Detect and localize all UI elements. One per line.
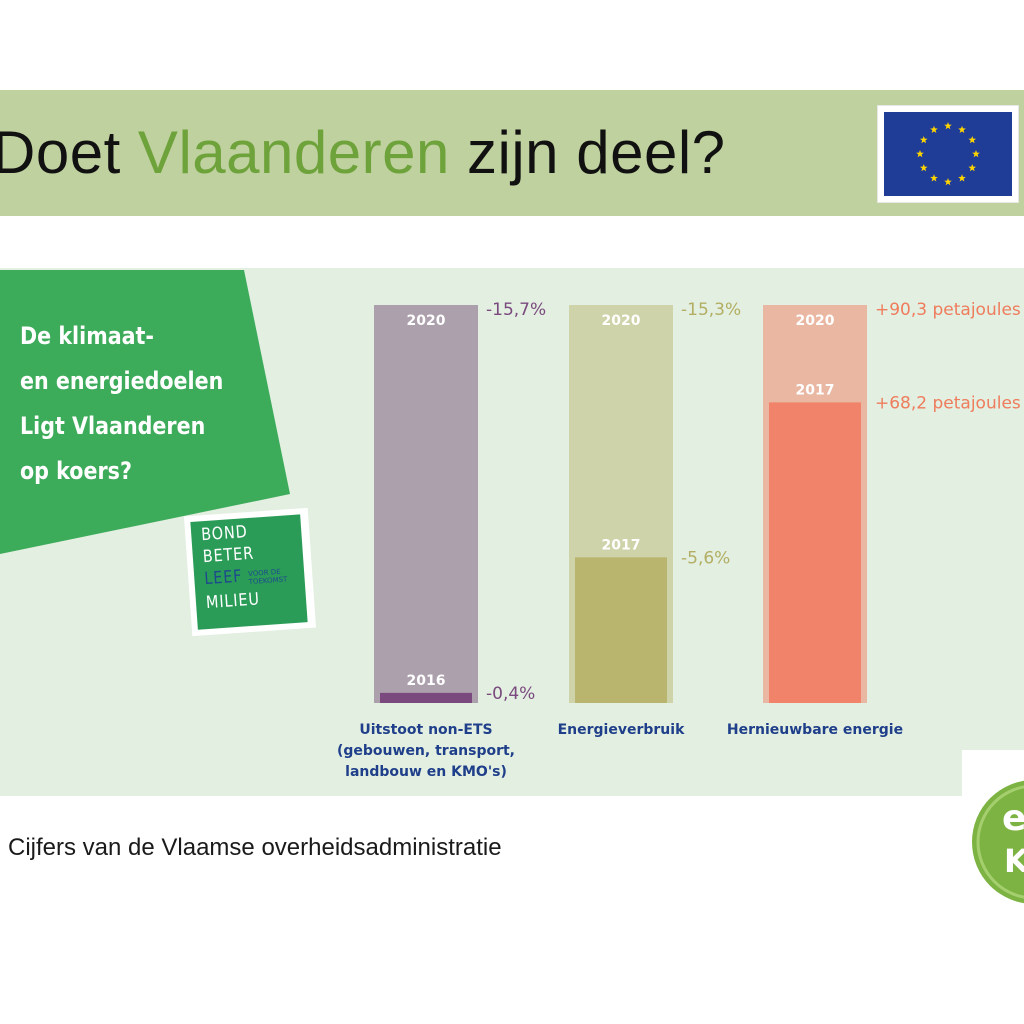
title-part2: zijn deel? — [449, 119, 726, 186]
title-part1: Doet — [0, 119, 138, 186]
actual-year-label: 2016 — [407, 673, 446, 689]
actual-year-label: 2017 — [602, 537, 641, 553]
svg-text:K: K — [1004, 842, 1024, 880]
target-year-label: 2020 — [796, 313, 835, 329]
eu-star-icon — [972, 150, 980, 158]
target-value-label: +90,3 petajoules — [875, 300, 1021, 320]
eu-star-icon — [968, 136, 977, 144]
eu-star-icon — [919, 136, 928, 144]
actual-year-label: 2017 — [796, 382, 835, 398]
target-year-label: 2020 — [407, 313, 446, 329]
target-year-label: 2020 — [602, 313, 641, 329]
category-label: Uitstoot non-ETS — [359, 722, 492, 738]
eu-flag-field — [884, 112, 1012, 196]
eu-star-icon — [958, 174, 966, 182]
eu-star-icon — [944, 122, 952, 130]
page-title: Doet Vlaanderen zijn deel? — [0, 118, 726, 187]
title-highlight: Vlaanderen — [137, 119, 450, 186]
actual-bar — [575, 557, 667, 703]
title-bar — [0, 90, 1024, 216]
eu-stars-icon — [916, 122, 980, 186]
actual-value-label: +68,2 petajoules — [875, 393, 1021, 413]
actual-value-label: -0,4% — [486, 684, 535, 704]
actual-bar — [380, 692, 472, 703]
eu-star-icon — [944, 178, 952, 186]
eu-star-icon — [968, 164, 977, 172]
corner-logo: e K — [962, 750, 1024, 920]
actual-bar — [769, 402, 861, 703]
eu-star-icon — [930, 125, 938, 133]
eu-star-icon — [958, 125, 966, 133]
category-label: Energieverbruik — [558, 722, 685, 738]
category-label: Hernieuwbare energie — [727, 722, 903, 738]
target-value-label: -15,7% — [486, 300, 546, 320]
svg-text:e: e — [1002, 798, 1024, 839]
actual-value-label: -5,6% — [681, 548, 730, 568]
target-value-label: -15,3% — [681, 300, 741, 320]
question-text: De klimaat- en energiedoelen Ligt Vlaand… — [20, 322, 224, 485]
eu-star-icon — [919, 164, 928, 172]
eu-star-icon — [916, 150, 924, 158]
question-box — [0, 270, 290, 554]
target-bar — [374, 305, 478, 703]
category-label: (gebouwen, transport, — [337, 743, 515, 759]
category-label: landbouw en KMO's) — [345, 764, 507, 780]
source-note: Cijfers van de Vlaamse overheidsadminist… — [8, 834, 502, 861]
eu-star-icon — [930, 174, 938, 182]
eu-flag-icon — [878, 106, 1018, 202]
